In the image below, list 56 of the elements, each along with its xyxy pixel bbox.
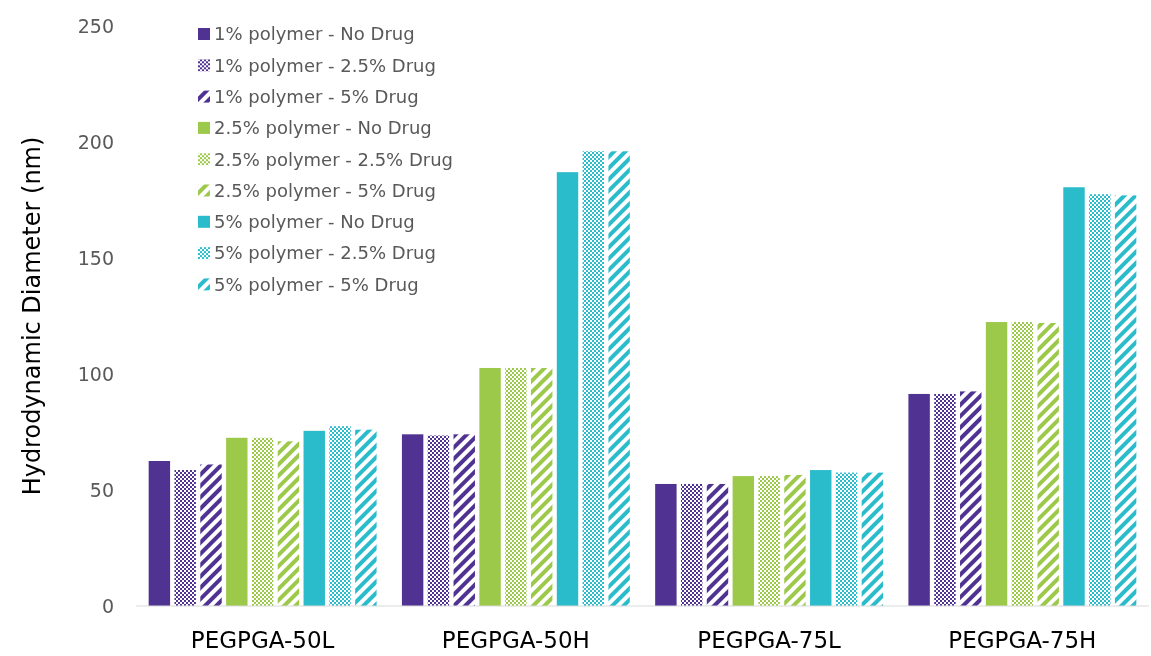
- y-axis-title: Hydrodynamic Diameter (nm): [18, 136, 46, 496]
- bar: [1114, 195, 1137, 606]
- legend-label: 5% polymer - 5% Drug: [214, 273, 419, 295]
- bar: [530, 367, 553, 606]
- bar: [680, 483, 703, 606]
- x-tick-label: PEGPGA-75H: [948, 627, 1097, 653]
- bar: [582, 151, 605, 606]
- bar: [861, 472, 884, 606]
- y-tick-label: 100: [77, 362, 114, 385]
- x-tick-label: PEGPGA-50L: [190, 627, 335, 653]
- bar: [303, 430, 325, 606]
- bar: [1089, 194, 1111, 606]
- bar: [706, 483, 729, 606]
- x-tick-label: PEGPGA-75L: [697, 627, 842, 653]
- bar: [758, 476, 780, 606]
- bar: [427, 435, 450, 606]
- bar: [355, 429, 377, 606]
- legend-label: 2.5% polymer - 5% Drug: [214, 179, 436, 201]
- y-tick-label: 250: [77, 14, 114, 37]
- bar: [985, 322, 1008, 606]
- bar: [1011, 322, 1034, 606]
- y-tick-label: 0: [101, 594, 114, 617]
- bar: [556, 172, 579, 606]
- bar: [479, 367, 501, 606]
- legend-label: 5% polymer - No Drug: [214, 211, 415, 233]
- bar: [655, 483, 677, 606]
- y-tick-label: 150: [77, 246, 114, 269]
- bar: [934, 393, 956, 606]
- bar: [732, 476, 755, 606]
- bar: [174, 470, 196, 606]
- bar: [148, 461, 171, 606]
- bar: [1037, 322, 1059, 606]
- legend-label: 1% polymer - No Drug: [214, 23, 415, 45]
- legend-label: 1% polymer - 2.5% Drug: [214, 54, 436, 76]
- y-tick-label: 200: [77, 130, 114, 153]
- bar: [1063, 187, 1085, 606]
- legend-label: 2.5% polymer - No Drug: [214, 117, 432, 139]
- bar: [908, 393, 930, 606]
- legend-label: 2.5% polymer - 2.5% Drug: [214, 148, 454, 170]
- bar: [401, 434, 424, 606]
- bar: [608, 151, 630, 606]
- bar: [277, 441, 300, 606]
- bar: [784, 474, 806, 606]
- bar: [960, 391, 982, 606]
- bar: [251, 437, 274, 606]
- y-tick-label: 50: [89, 478, 114, 501]
- bar: [200, 464, 222, 606]
- bar: [453, 434, 475, 606]
- bar: [505, 367, 527, 606]
- bar: [835, 472, 858, 606]
- bar: [226, 437, 248, 606]
- bar: [810, 470, 832, 606]
- legend-label: 1% polymer - 5% Drug: [214, 85, 419, 107]
- x-tick-label: PEGPGA-50H: [441, 627, 590, 653]
- legend-label: 5% polymer - 2.5% Drug: [214, 242, 436, 264]
- bar: [329, 426, 351, 606]
